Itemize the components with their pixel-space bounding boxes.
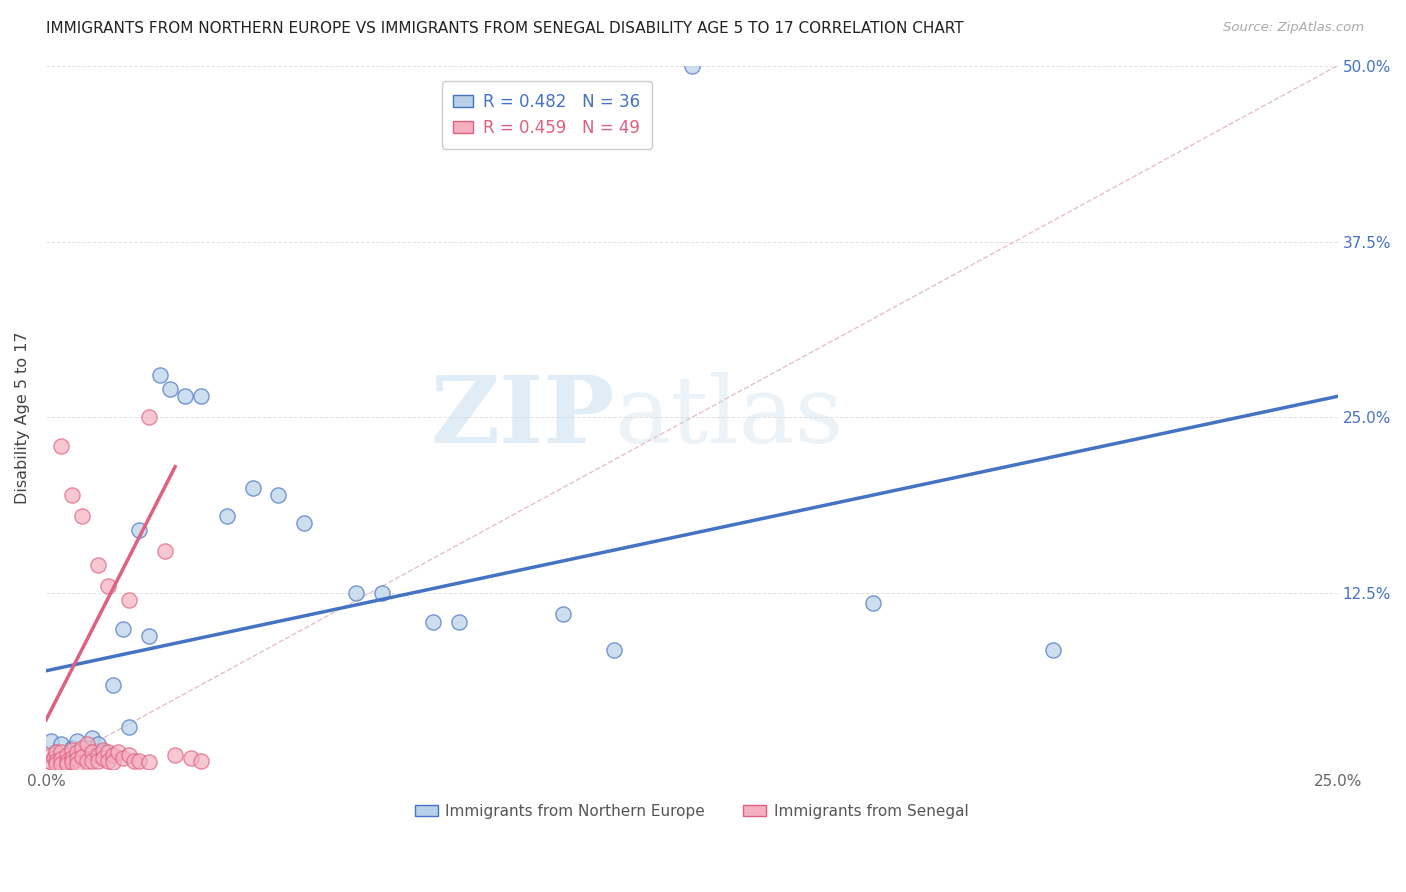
Point — [60, 741, 83, 756]
Text: IMMIGRANTS FROM NORTHERN EUROPE VS IMMIGRANTS FROM SENEGAL DISABILITY AGE 5 TO 1: IMMIGRANTS FROM NORTHERN EUROPE VS IMMIG… — [46, 21, 965, 36]
Point — [117, 720, 139, 734]
Point — [1042, 642, 1064, 657]
Point — [180, 751, 202, 765]
Point — [101, 748, 124, 763]
Point — [91, 746, 114, 760]
Point — [449, 615, 471, 629]
Point — [66, 756, 89, 771]
Point — [101, 678, 124, 692]
Point — [681, 59, 703, 73]
Point — [82, 731, 104, 746]
Point — [66, 746, 89, 760]
Point — [82, 746, 104, 760]
Point — [138, 756, 160, 770]
Point — [551, 607, 574, 622]
Point — [86, 737, 108, 751]
Point — [51, 754, 73, 768]
Point — [112, 622, 135, 636]
Point — [190, 754, 212, 768]
Point — [153, 544, 176, 558]
Point — [603, 642, 626, 657]
Point — [292, 516, 315, 530]
Point — [86, 558, 108, 573]
Point — [82, 754, 104, 768]
Point — [344, 586, 367, 600]
Point — [39, 756, 62, 770]
Point — [45, 756, 67, 771]
Point — [86, 748, 108, 763]
Point — [45, 754, 67, 768]
Point — [97, 754, 120, 768]
Point — [215, 508, 238, 523]
Point — [91, 742, 114, 756]
Legend: Immigrants from Northern Europe, Immigrants from Senegal: Immigrants from Northern Europe, Immigra… — [409, 797, 974, 825]
Point — [76, 754, 98, 768]
Point — [70, 749, 93, 764]
Point — [159, 382, 181, 396]
Text: ZIP: ZIP — [430, 373, 614, 462]
Point — [60, 742, 83, 756]
Point — [60, 751, 83, 765]
Point — [91, 751, 114, 765]
Point — [76, 737, 98, 751]
Point — [149, 368, 172, 383]
Point — [128, 523, 150, 537]
Point — [51, 439, 73, 453]
Point — [862, 596, 884, 610]
Point — [117, 748, 139, 763]
Point — [107, 746, 129, 760]
Point — [128, 754, 150, 768]
Point — [55, 748, 77, 763]
Point — [45, 751, 67, 765]
Point — [45, 746, 67, 760]
Point — [138, 629, 160, 643]
Point — [242, 481, 264, 495]
Point — [55, 748, 77, 763]
Point — [138, 410, 160, 425]
Point — [97, 746, 120, 760]
Point — [190, 389, 212, 403]
Point — [122, 754, 145, 768]
Point — [51, 756, 73, 771]
Point — [66, 752, 89, 766]
Point — [45, 746, 67, 760]
Text: Source: ZipAtlas.com: Source: ZipAtlas.com — [1223, 21, 1364, 34]
Y-axis label: Disability Age 5 to 17: Disability Age 5 to 17 — [15, 331, 30, 504]
Point — [60, 488, 83, 502]
Point — [267, 488, 290, 502]
Point — [60, 756, 83, 770]
Point — [55, 756, 77, 771]
Point — [66, 734, 89, 748]
Point — [39, 748, 62, 763]
Point — [117, 593, 139, 607]
Point — [112, 751, 135, 765]
Point — [86, 754, 108, 768]
Point — [371, 586, 394, 600]
Point — [101, 756, 124, 770]
Point — [55, 754, 77, 768]
Point — [422, 615, 444, 629]
Point — [51, 752, 73, 766]
Point — [97, 579, 120, 593]
Text: atlas: atlas — [614, 373, 844, 462]
Point — [51, 746, 73, 760]
Point — [60, 751, 83, 765]
Point — [165, 748, 187, 763]
Point — [39, 734, 62, 748]
Point — [174, 389, 197, 403]
Point — [70, 508, 93, 523]
Point — [51, 737, 73, 751]
Point — [70, 741, 93, 756]
Point — [76, 741, 98, 756]
Point — [70, 748, 93, 763]
Point — [42, 751, 65, 765]
